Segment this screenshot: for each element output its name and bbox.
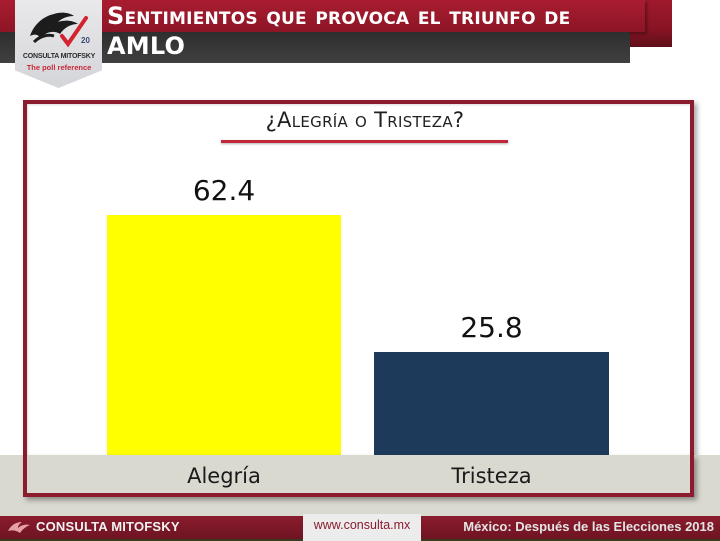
bar-value-alegria: 62.4 (192, 174, 256, 207)
logo-tagline: The poll reference (26, 63, 92, 72)
logo-brand-name: CONSULTA MITOFSKY (22, 53, 96, 60)
caption-overlay-band (0, 455, 720, 516)
chart-title: ¿Alegría o Tristeza? (265, 108, 465, 132)
chart-title-underline (221, 140, 508, 143)
footer-url-box (303, 514, 421, 541)
mitofsky-bird-icon-small (8, 522, 30, 533)
category-label-tristeza: Tristeza (451, 464, 532, 488)
anniversary-badge: 20 (81, 36, 90, 45)
page-title: Sentimientos que provoca el triunfo de A… (107, 0, 667, 62)
category-label-alegria: Alegría (187, 464, 261, 488)
mitofsky-logo: 20 CONSULTA MITOFSKY The poll reference (15, 0, 102, 88)
bar-alegria (107, 215, 341, 455)
page-title-line2: AMLO (107, 32, 186, 60)
footer-brand: CONSULTA MITOFSKY (36, 519, 180, 534)
mitofsky-bird-icon (30, 12, 88, 48)
bar-tristeza (374, 352, 609, 455)
header-bar-dark (0, 32, 630, 63)
chart-frame-bottom (23, 455, 694, 497)
footer-study-title: México: Después de las Elecciones 2018 (463, 519, 714, 534)
footer-url-link[interactable]: www.consulta.mx (313, 518, 411, 532)
bar-value-tristeza: 25.8 (460, 311, 523, 344)
header-bar-red-inner (0, 0, 645, 32)
page-title-line1: Sentimientos que provoca el triunfo de (107, 2, 571, 30)
